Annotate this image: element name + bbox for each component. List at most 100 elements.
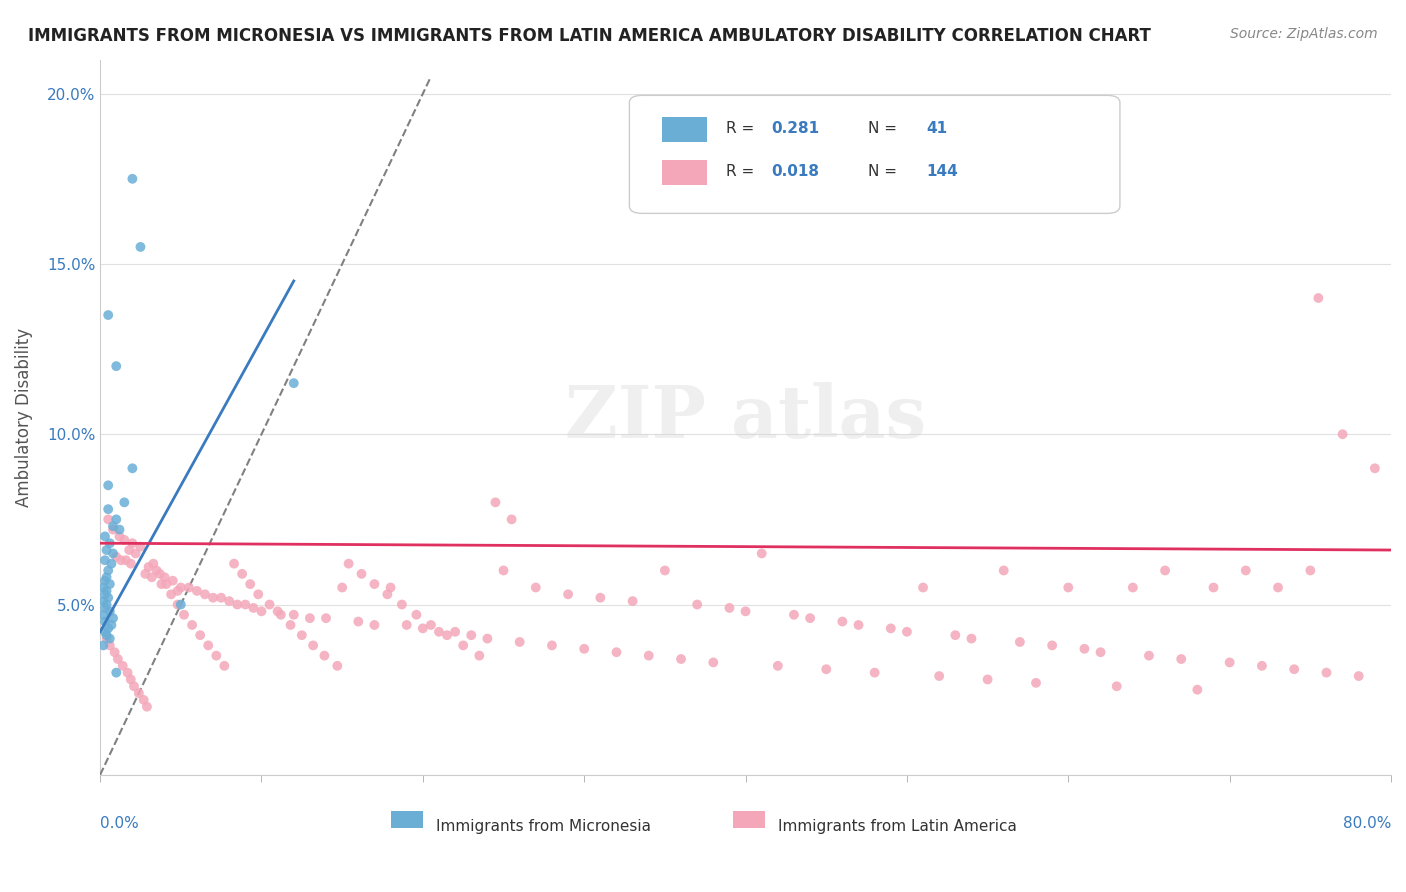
Point	[350, 566, 373, 581]
Point	[160, 587, 183, 601]
Point	[391, 598, 413, 612]
Point	[97, 591, 120, 605]
Text: 144: 144	[927, 164, 957, 179]
Point	[337, 557, 360, 571]
Point	[766, 658, 789, 673]
Point	[166, 583, 188, 598]
Point	[718, 601, 741, 615]
Point	[111, 658, 134, 673]
Point	[155, 577, 177, 591]
Point	[605, 645, 627, 659]
Point	[896, 624, 918, 639]
Point	[128, 686, 150, 700]
Point	[110, 553, 132, 567]
Point	[492, 564, 515, 578]
Point	[170, 598, 193, 612]
Point	[298, 611, 321, 625]
Point	[347, 615, 370, 629]
Point	[1170, 652, 1192, 666]
Text: N =: N =	[868, 164, 903, 179]
Point	[101, 523, 124, 537]
Point	[205, 648, 228, 663]
Point	[444, 624, 467, 639]
Text: IMMIGRANTS FROM MICRONESIA VS IMMIGRANTS FROM LATIN AMERICA AMBULATORY DISABILIT: IMMIGRANTS FROM MICRONESIA VS IMMIGRANTS…	[28, 27, 1152, 45]
Point	[1234, 564, 1257, 578]
Point	[186, 583, 208, 598]
Point	[330, 581, 353, 595]
Point	[153, 570, 176, 584]
Text: 0.281: 0.281	[772, 121, 820, 136]
Text: R =: R =	[727, 121, 759, 136]
Point	[98, 639, 121, 653]
Text: Immigrants from Latin America: Immigrants from Latin America	[778, 819, 1017, 834]
Point	[283, 376, 305, 391]
Point	[1025, 676, 1047, 690]
Point	[928, 669, 950, 683]
Point	[291, 628, 314, 642]
Point	[93, 581, 115, 595]
Point	[863, 665, 886, 680]
Point	[120, 673, 142, 687]
Point	[170, 581, 193, 595]
Point	[177, 581, 200, 595]
Point	[1308, 291, 1330, 305]
Point	[259, 598, 281, 612]
Point	[97, 308, 120, 322]
Point	[108, 529, 131, 543]
Point	[93, 607, 115, 622]
Point	[1090, 645, 1112, 659]
Point	[484, 495, 506, 509]
Point	[637, 648, 659, 663]
Point	[1364, 461, 1386, 475]
Point	[315, 611, 337, 625]
Point	[270, 607, 292, 622]
Point	[112, 533, 135, 547]
Point	[209, 591, 232, 605]
Point	[96, 628, 118, 642]
Point	[477, 632, 499, 646]
Point	[451, 639, 474, 653]
Point	[94, 624, 117, 639]
Point	[97, 564, 120, 578]
Point	[149, 566, 172, 581]
Point	[96, 583, 118, 598]
Point	[589, 591, 612, 605]
Point	[104, 645, 127, 659]
FancyBboxPatch shape	[733, 811, 765, 829]
Point	[751, 546, 773, 560]
Point	[129, 240, 152, 254]
Point	[142, 557, 165, 571]
Y-axis label: Ambulatory Disability: Ambulatory Disability	[15, 327, 32, 507]
Point	[96, 543, 118, 558]
Point	[197, 639, 219, 653]
Point	[98, 536, 121, 550]
Point	[1219, 656, 1241, 670]
Point	[815, 662, 838, 676]
Point	[702, 656, 724, 670]
Point	[799, 611, 821, 625]
Point	[247, 587, 270, 601]
Point	[115, 553, 138, 567]
Point	[380, 581, 402, 595]
Point	[1122, 581, 1144, 595]
Point	[405, 607, 427, 622]
Point	[993, 564, 1015, 578]
Point	[509, 635, 531, 649]
Point	[1202, 581, 1225, 595]
Point	[124, 546, 146, 560]
Point	[97, 502, 120, 516]
Point	[363, 577, 385, 591]
Text: Source: ZipAtlas.com: Source: ZipAtlas.com	[1230, 27, 1378, 41]
Point	[94, 574, 117, 588]
Point	[363, 618, 385, 632]
Point	[1154, 564, 1177, 578]
Point	[94, 615, 117, 629]
Point	[97, 478, 120, 492]
Point	[105, 549, 128, 564]
Point	[427, 624, 450, 639]
Point	[108, 523, 131, 537]
Point	[222, 557, 245, 571]
Point	[100, 618, 122, 632]
Point	[1137, 648, 1160, 663]
Point	[98, 577, 121, 591]
